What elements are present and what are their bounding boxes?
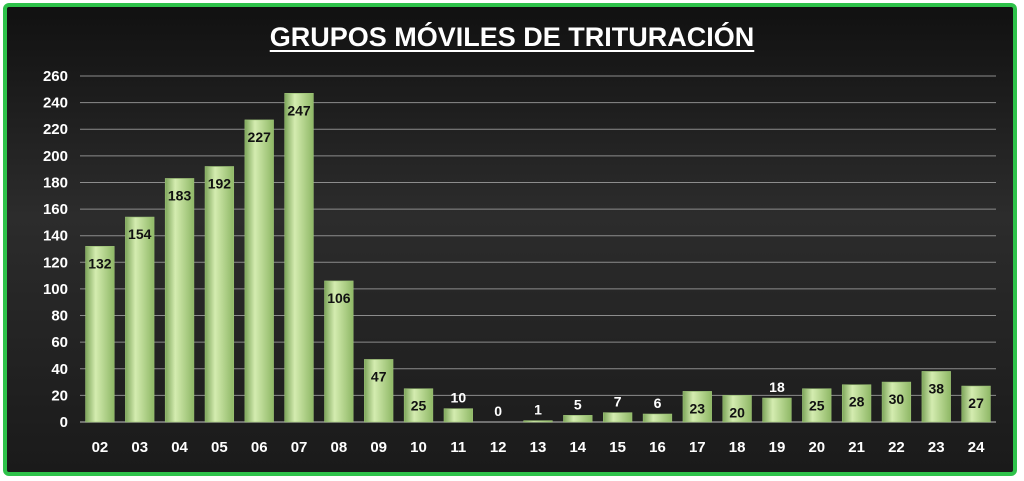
y-tick-label: 40 [51,361,68,378]
data-label: 247 [287,102,311,118]
y-tick-label: 200 [43,148,68,165]
x-tick-label: 17 [689,439,706,456]
bar [324,280,354,423]
y-tick-label: 240 [43,95,68,112]
data-label: 7 [614,394,622,410]
x-tick-label: 20 [808,439,825,456]
x-tick-label: 02 [92,439,109,456]
bar [961,385,991,423]
bar [85,246,115,423]
data-label: 106 [327,290,351,306]
y-axis-ticks: 0 20 40 60 80 100 120 140 160 180 200 220 240 260 [43,68,68,431]
data-label: 20 [729,404,745,420]
bar [563,415,593,423]
data-label: 192 [208,175,232,191]
data-label: 10 [451,390,467,406]
x-tick-label: 18 [729,439,746,456]
data-label: 27 [968,395,984,411]
x-tick-label: 23 [928,439,945,456]
x-axis-ticks: 02 03 04 05 06 07 08 09 10 11 12 13 14 15 16 17 18 19 20 21… [92,439,986,456]
bar [204,166,235,423]
y-tick-label: 0 [60,414,68,431]
x-tick-label: 13 [530,439,547,456]
x-tick-label: 22 [888,439,905,456]
data-labels: 132 154 183 192 227 247 106 47 25 10 0 1 5 7 6 23 20 18 25… [88,102,984,420]
data-label: 18 [769,379,785,395]
bar [762,397,792,423]
x-tick-label: 16 [649,439,666,456]
x-tick-label: 09 [370,439,387,456]
y-tick-label: 220 [43,121,68,138]
data-label: 38 [928,380,944,396]
x-tick-label: 08 [331,439,348,456]
bar [682,391,712,423]
bar [284,93,314,423]
data-label: 47 [371,368,387,384]
chart-title: GRUPOS MÓVILES DE TRITURACIÓN [270,21,755,52]
x-tick-label: 24 [968,439,985,456]
x-tick-label: 21 [848,439,865,456]
bar [244,119,274,423]
y-tick-label: 180 [43,174,68,191]
bar [802,388,832,423]
data-label: 154 [128,226,152,242]
data-label: 30 [889,391,905,407]
bar [603,412,633,423]
data-label: 227 [248,129,272,145]
data-label: 183 [168,187,192,203]
y-tick-label: 80 [51,308,68,325]
bar [164,178,195,423]
bar [125,216,155,423]
bar [443,408,473,423]
bar [722,395,752,423]
data-label: 23 [690,400,706,416]
data-label: 132 [88,255,112,271]
bar [841,384,872,423]
x-tick-label: 19 [769,439,786,456]
x-tick-label: 04 [171,439,188,456]
y-tick-label: 20 [51,387,68,404]
data-label: 1 [534,402,542,418]
bar [881,381,912,423]
x-tick-label: 06 [251,439,268,456]
x-tick-label: 10 [410,439,427,456]
data-label: 25 [411,398,427,414]
bar [403,388,434,423]
y-tick-label: 60 [51,334,68,351]
x-tick-label: 05 [211,439,228,456]
y-tick-label: 120 [43,254,68,271]
bar [642,413,673,423]
bars [85,93,991,423]
x-tick-label: 15 [609,439,626,456]
x-tick-label: 11 [450,439,466,456]
x-tick-label: 03 [131,439,148,456]
x-tick-label: 07 [291,439,308,456]
y-tick-label: 260 [43,68,68,85]
data-label: 28 [849,394,865,410]
data-label: 25 [809,398,825,414]
bar [921,371,951,423]
y-tick-label: 160 [43,201,68,218]
y-tick-label: 140 [43,228,68,245]
bar [364,359,394,423]
data-label: 6 [654,395,662,411]
data-label: 5 [574,396,582,412]
x-tick-label: 14 [569,439,586,456]
data-label: 0 [494,403,502,419]
y-tick-label: 100 [43,281,68,298]
bar [523,420,553,423]
x-tick-label: 12 [490,439,507,456]
